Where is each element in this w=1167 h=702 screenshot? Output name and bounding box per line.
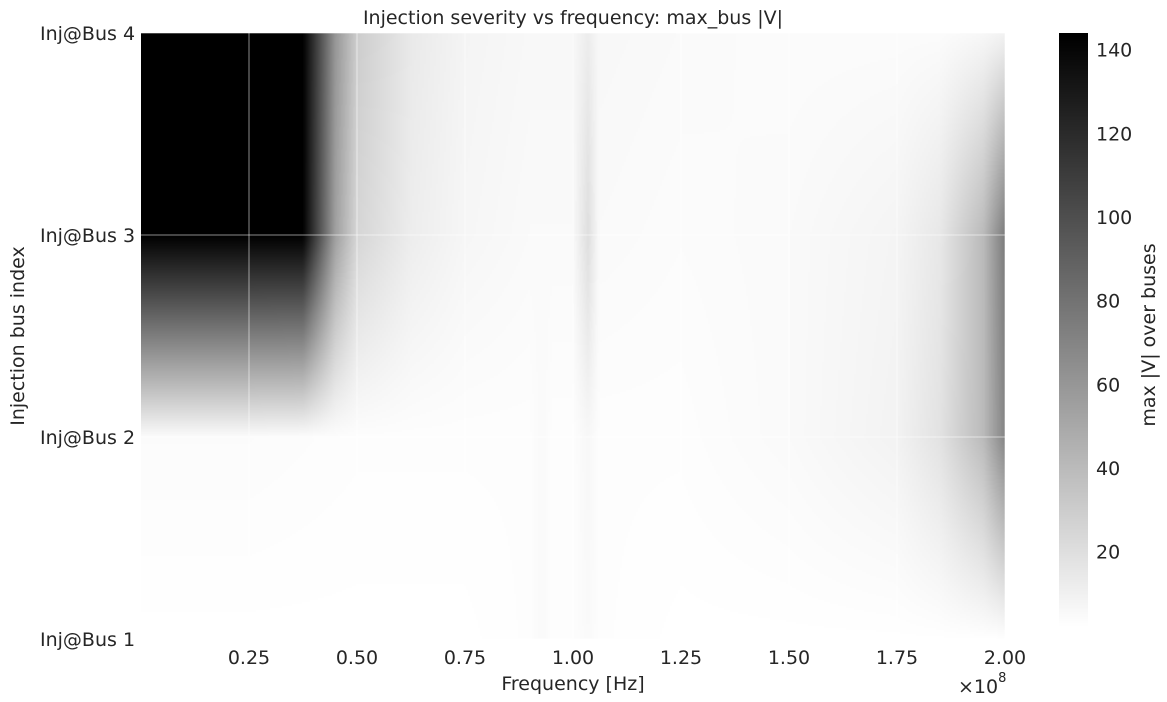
x-offset-base: ×10 [958, 676, 998, 698]
y-axis-ticks: Inj@Bus 1 Inj@Bus 2 Inj@Bus 3 Inj@Bus 4 [40, 23, 135, 651]
x-offset-exponent: 8 [998, 671, 1006, 686]
heatmap-area [141, 32, 1006, 640]
colorbar: 20 40 60 80 100 120 140 max |V| over buses [1059, 33, 1160, 627]
colorbar-ticks: 20 40 60 80 100 120 140 [1096, 40, 1132, 564]
colorbar-tick-label: 100 [1096, 207, 1132, 229]
x-tick-label: 0.25 [228, 647, 270, 669]
colorbar-gradient [1059, 33, 1088, 627]
x-tick-label: 1.00 [552, 647, 594, 669]
x-tick-label: 1.25 [660, 647, 702, 669]
x-axis-offset-label: ×108 [958, 671, 1006, 698]
colorbar-label: max |V| over buses [1138, 243, 1160, 426]
grid-lines [141, 32, 1006, 640]
x-tick-label: 1.50 [768, 647, 810, 669]
y-tick-label: Inj@Bus 4 [40, 23, 135, 45]
x-axis-label: Frequency [Hz] [501, 673, 644, 695]
colorbar-tick-label: 120 [1096, 123, 1132, 145]
x-tick-label: 0.75 [444, 647, 486, 669]
colorbar-tick-label: 140 [1096, 40, 1132, 62]
x-tick-label: 2.00 [984, 647, 1026, 669]
colorbar-tick-label: 20 [1096, 542, 1120, 564]
x-axis-ticks: 0.25 0.50 0.75 1.00 1.25 1.50 1.75 2.00 [228, 647, 1026, 669]
y-axis-label: Injection bus index [7, 246, 29, 426]
y-tick-label: Inj@Bus 3 [40, 225, 135, 247]
y-tick-label: Inj@Bus 2 [40, 427, 135, 449]
y-tick-label: Inj@Bus 1 [40, 629, 135, 651]
x-tick-label: 1.75 [876, 647, 918, 669]
colorbar-tick-label: 40 [1096, 458, 1120, 480]
x-tick-label: 0.50 [336, 647, 378, 669]
colorbar-tick-label: 80 [1096, 291, 1120, 313]
chart-title: Injection severity vs frequency: max_bus… [363, 7, 783, 29]
colorbar-tick-label: 60 [1096, 374, 1120, 396]
